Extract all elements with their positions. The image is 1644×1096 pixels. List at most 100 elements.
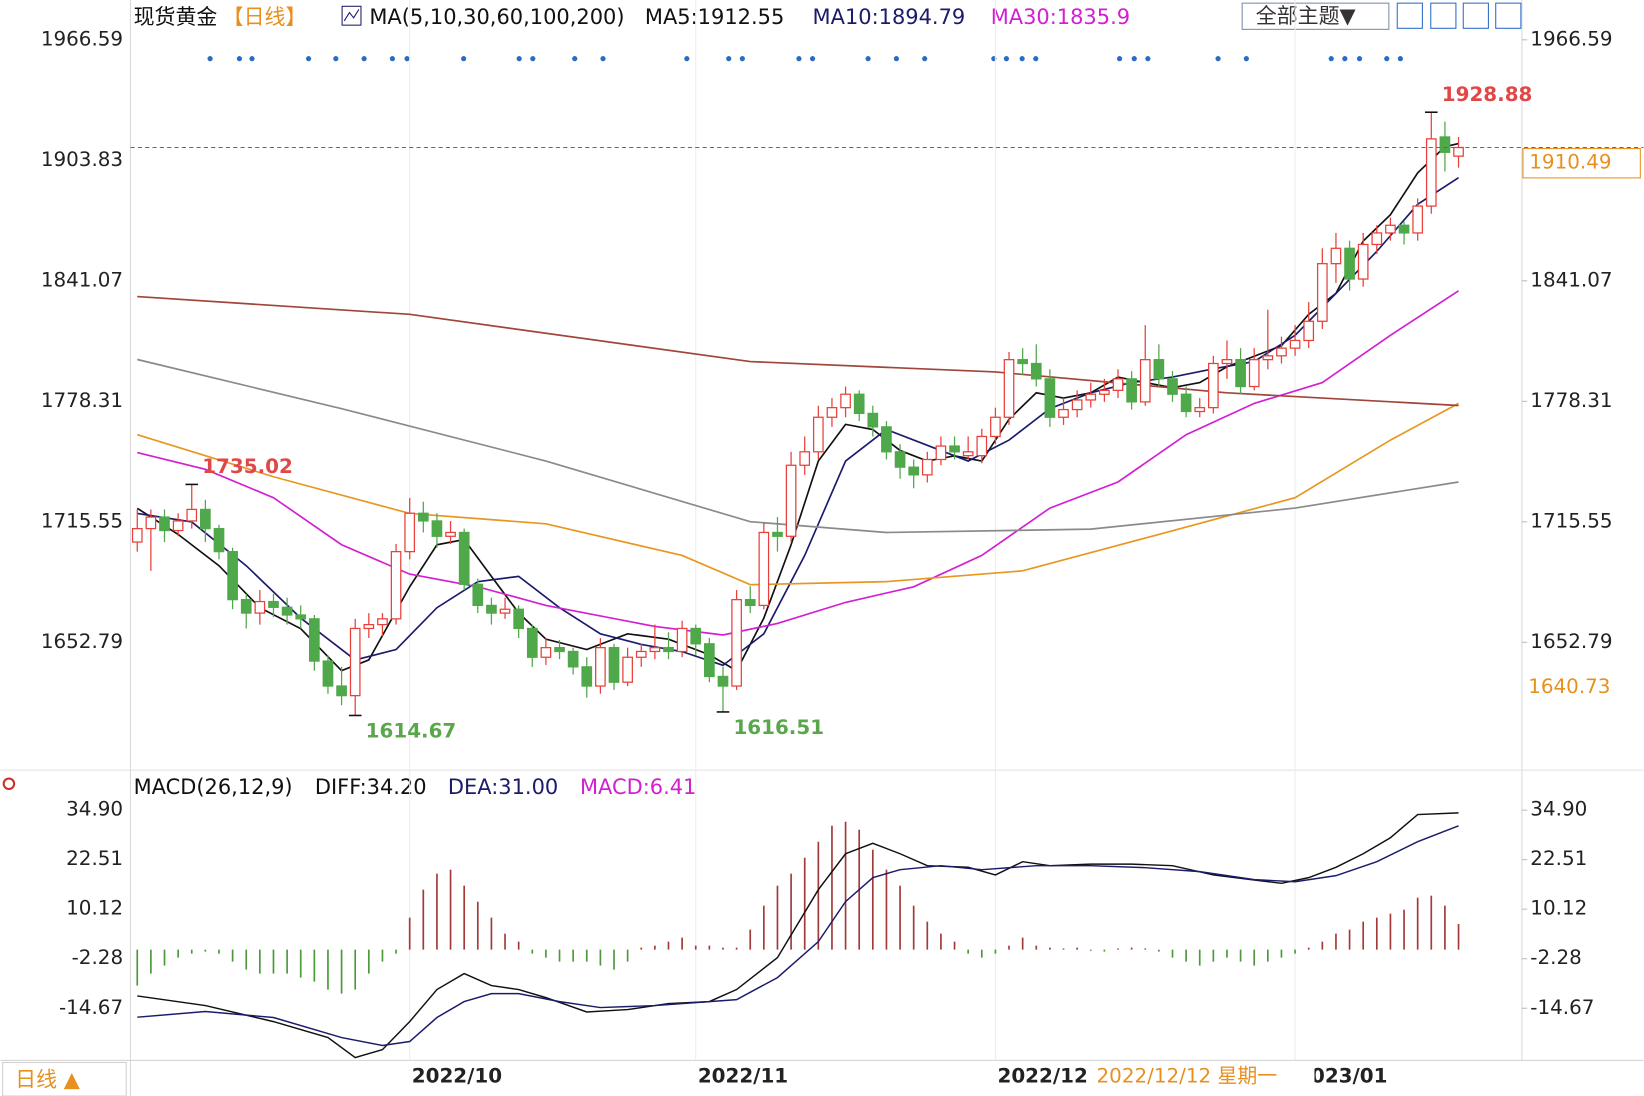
macd-bar xyxy=(1062,948,1065,950)
signal-dot xyxy=(600,56,606,62)
candle-body xyxy=(976,435,988,457)
period-button-label[interactable]: 日线 ▲ xyxy=(15,1067,81,1091)
y-tick-label: 34.90 xyxy=(66,798,123,821)
candle-body xyxy=(458,531,470,585)
macd-bar xyxy=(1239,949,1242,962)
macd-bar xyxy=(1158,949,1160,952)
candle-body xyxy=(1316,263,1328,322)
y-tick-label: 1841.07 xyxy=(1530,268,1612,291)
macd-bar xyxy=(259,949,261,974)
candle-body xyxy=(336,685,347,697)
y-tick-label: 22.51 xyxy=(1530,847,1587,870)
macd-bar xyxy=(1416,897,1419,950)
y-tick-label: -2.28 xyxy=(1530,946,1581,969)
macd-bar xyxy=(1403,909,1405,950)
macd-bar xyxy=(1171,949,1174,958)
tool-icon[interactable] xyxy=(1495,2,1522,29)
crosshair-price: 1640.73 xyxy=(1528,675,1610,698)
signal-dot xyxy=(236,56,243,62)
macd-bar xyxy=(1198,949,1201,966)
candle-body xyxy=(1153,359,1165,380)
indicator-icon[interactable] xyxy=(341,5,362,26)
macd-bar xyxy=(1321,941,1324,950)
macd-bar xyxy=(1430,895,1433,950)
candle-body xyxy=(322,660,334,687)
macd-bar xyxy=(599,949,602,966)
macd-bar xyxy=(1253,949,1256,966)
sun-icon[interactable] xyxy=(2,777,16,791)
macd-bar xyxy=(844,821,847,950)
last-price-box xyxy=(1522,148,1641,179)
candle-body xyxy=(785,464,797,537)
signal-dot xyxy=(361,56,367,62)
macd-bar xyxy=(708,945,711,950)
candle-body xyxy=(881,426,892,453)
candle-body xyxy=(962,451,974,457)
period-button[interactable] xyxy=(2,1061,127,1096)
y-tick-label: 1715.55 xyxy=(41,509,123,532)
signal-dot xyxy=(796,56,802,62)
candle-body xyxy=(1221,359,1233,365)
candle-body xyxy=(1262,355,1274,361)
macd-bar xyxy=(1226,949,1228,958)
macd-bar xyxy=(1130,947,1133,950)
macd-bar xyxy=(776,885,779,950)
macd-bar xyxy=(422,889,425,950)
candle-body xyxy=(772,531,783,537)
candle-body xyxy=(390,551,402,620)
signal-dot xyxy=(1003,56,1010,62)
candle-body xyxy=(540,647,552,658)
signal-dot xyxy=(207,56,213,62)
candle-body xyxy=(758,531,770,607)
macd-bar xyxy=(681,937,683,950)
y-tick-label: 10.12 xyxy=(66,897,123,920)
candle-body xyxy=(281,606,293,616)
macd-bar xyxy=(177,949,179,958)
macd-bar xyxy=(1267,949,1269,962)
signal-dot xyxy=(726,56,732,62)
candle-body xyxy=(213,527,225,553)
macd-bar xyxy=(790,873,792,950)
macd-bar xyxy=(340,949,343,994)
candle-body xyxy=(1030,362,1042,380)
candle-body xyxy=(676,627,688,653)
macd-bar xyxy=(1348,929,1351,950)
macd-bar xyxy=(286,949,288,974)
macd-bar xyxy=(395,949,397,954)
macd-bar xyxy=(926,921,929,950)
candle-body xyxy=(1071,399,1083,411)
signal-dot xyxy=(1116,56,1123,62)
macd-bar xyxy=(272,949,275,974)
candle-body xyxy=(649,647,661,653)
candle-body xyxy=(159,516,170,532)
tool-icon[interactable] xyxy=(1462,2,1489,29)
macd-bar xyxy=(572,949,574,962)
macd-bar xyxy=(408,917,411,950)
candle-body xyxy=(1330,247,1342,265)
tool-icon[interactable] xyxy=(1396,2,1423,29)
macd-bar xyxy=(1375,917,1378,950)
macd-bar xyxy=(817,841,820,950)
signal-dot xyxy=(1342,56,1348,62)
y-tick-label: 1778.31 xyxy=(41,389,123,412)
macd-bar xyxy=(381,949,384,962)
candle-body xyxy=(949,445,960,453)
signal-dot xyxy=(461,56,467,62)
signal-dot xyxy=(809,56,816,62)
candle-body xyxy=(908,466,920,476)
tool-icon[interactable] xyxy=(1430,2,1457,29)
macd-bar xyxy=(1335,933,1337,950)
macd-bar xyxy=(531,949,534,954)
macd-bar xyxy=(204,949,207,952)
candle-body xyxy=(608,647,620,683)
candle-body xyxy=(254,600,266,614)
macd-bar xyxy=(831,825,833,950)
candle-body xyxy=(1425,138,1437,207)
series-line xyxy=(137,295,1459,407)
theme-button-label[interactable]: 全部主题▼ xyxy=(1256,4,1357,28)
candle-body xyxy=(349,627,361,697)
theme-button[interactable] xyxy=(1241,2,1390,30)
macd-bar xyxy=(367,949,370,974)
macd-bar xyxy=(667,941,670,950)
series-line xyxy=(137,358,1459,534)
